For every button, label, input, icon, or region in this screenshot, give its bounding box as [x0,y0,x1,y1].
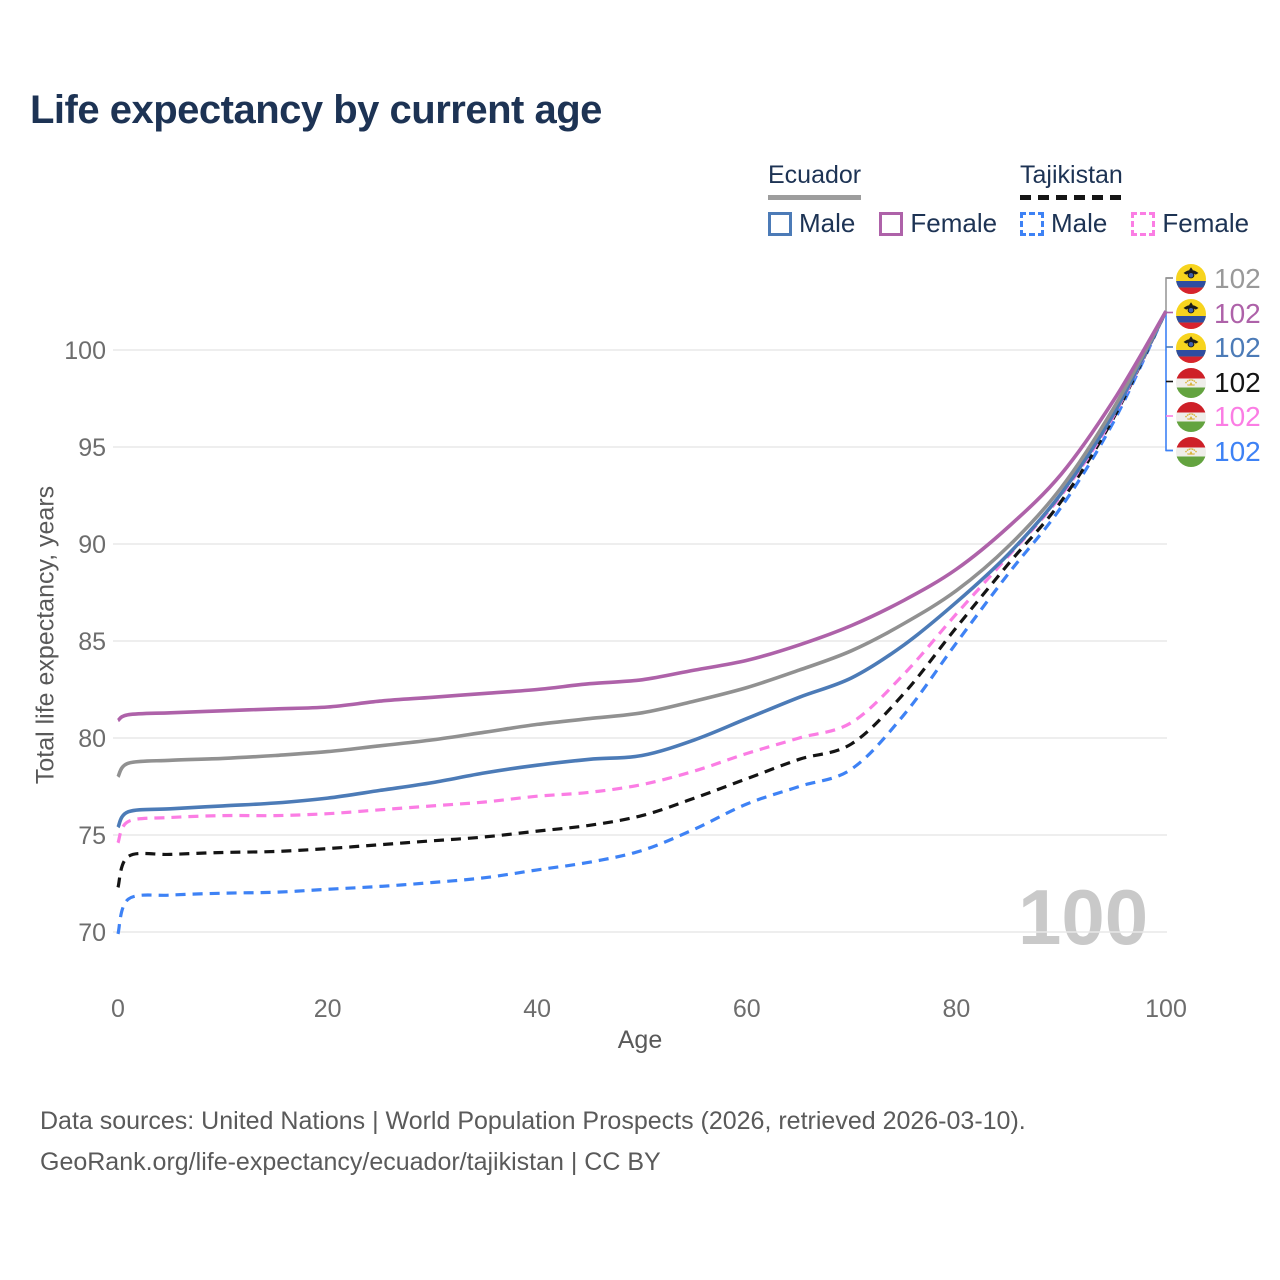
ecuador-female-swatch [879,211,904,236]
tajikistan-flag-icon [1176,367,1206,398]
ecuador-flag-icon [1176,264,1206,294]
x-tick-label: 60 [733,995,761,1023]
solid-line-style-sample [768,195,862,200]
legend-group-ecuador: Ecuador Male Female [768,161,997,239]
ecuador-flag-icon [1176,333,1206,363]
series-line-ecuador-female [116,310,1168,723]
y-tick-label: 70 [78,919,106,947]
y-tick-label: 90 [78,531,106,559]
series-line-tajikistan-male [116,310,1168,935]
x-axis-title: Age [617,1026,663,1054]
ecuador-male-swatch [768,211,792,236]
y-axis-title: Total life expectancy, years [31,485,60,785]
legend-item-tajikistan-female[interactable]: Female [1131,208,1249,239]
x-tick-label: 20 [314,995,342,1023]
end-value-label: 102 [1214,366,1261,398]
ecuador-flag-icon [1176,298,1206,329]
data-sources-line: Data sources: United Nations | World Pop… [40,1107,1026,1135]
end-value-label: 102 [1214,297,1261,329]
end-value-label: 102 [1214,435,1261,467]
end-value-label: 102 [1214,263,1261,294]
legend-country-ecuador: Ecuador [768,161,862,200]
end-label-row-tajikistan: 102 [1176,367,1261,399]
tajikistan-male-swatch [1020,211,1044,236]
footer: Data sources: United Nations | World Pop… [40,1107,1026,1189]
y-tick-label: 95 [78,434,106,462]
leader-line [1165,277,1173,312]
tajikistan-flag-icon [1176,402,1206,432]
tajikistan-female-swatch [1131,211,1156,236]
legend-country-tajikistan: Tajikistan [1020,161,1123,200]
x-tick-label: 100 [1145,995,1187,1023]
dashed-line-style-sample [1020,195,1123,200]
attribution-line: GeoRank.org/life-expectancy/ecuador/taji… [40,1148,661,1176]
legend-item-label: Female [910,208,998,238]
legend-item-label: Female [1162,208,1250,238]
legend-item-ecuador-female[interactable]: Female [879,208,997,239]
x-tick-label: 0 [111,995,125,1023]
y-tick-label: 75 [78,822,106,850]
y-tick-label: 85 [78,628,106,656]
y-tick-label: 80 [78,725,106,753]
legend-item-tajikistan-male[interactable]: Male [1020,208,1107,239]
page-title: Life expectancy by current age [30,88,602,132]
series-line-tajikistan-female [116,310,1168,844]
end-label-row-tajikistan-male: 102 [1176,436,1261,468]
series-line-ecuador [116,310,1168,778]
end-value-label: 102 [1214,332,1261,363]
y-tick-label: 100 [64,337,106,365]
end-label-row-tajikistan-female: 102 [1176,401,1261,433]
legend-item-label: Male [1051,208,1108,238]
end-label-row-ecuador: 102 [1176,263,1261,295]
x-tick-label: 80 [942,995,970,1023]
tajikistan-flag-icon [1176,436,1206,467]
legend-country-label: Ecuador [768,161,862,189]
series-line-tajikistan [116,310,1168,888]
x-tick-label: 40 [523,995,551,1023]
legend-item-ecuador-male[interactable]: Male [768,208,855,239]
legend-group-tajikistan: Tajikistan Male Female [1020,161,1249,239]
end-value-label: 102 [1214,401,1261,432]
end-label-row-ecuador-male: 102 [1176,332,1261,364]
end-label-row-ecuador-female: 102 [1176,298,1261,330]
watermark-age-indicator: 100 [1018,873,1149,961]
legend-country-label: Tajikistan [1020,161,1123,189]
series-line-ecuador-male [116,310,1168,829]
legend-item-label: Male [799,208,856,238]
